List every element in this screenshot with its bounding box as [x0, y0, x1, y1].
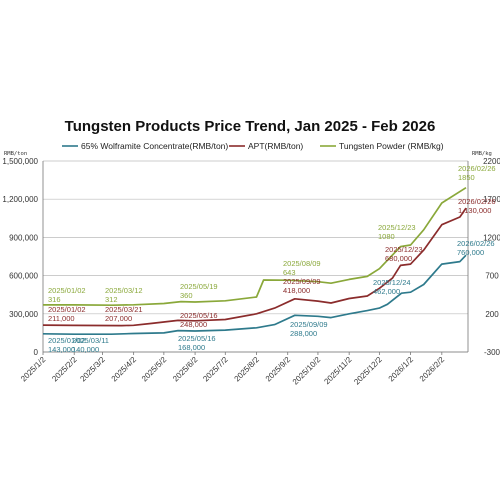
- x-tick-label: 2025/2/2: [50, 355, 79, 384]
- right-tick-label: -300: [484, 348, 500, 357]
- data-label: 207,000: [105, 314, 132, 323]
- data-label: 316: [48, 295, 61, 304]
- data-label: 2025/12/23: [378, 223, 416, 232]
- data-label: 680,000: [385, 254, 412, 263]
- left-tick-label: 1,200,000: [2, 195, 38, 204]
- data-label: 143,000: [48, 345, 75, 354]
- data-label: 2025/03/12: [105, 286, 143, 295]
- data-label: 2025/05/16: [180, 311, 218, 320]
- x-tick-label: 2025/3/2: [78, 355, 107, 384]
- right-tick-label: 700: [485, 272, 499, 281]
- x-tick-label: 2025/7/2: [201, 355, 230, 384]
- data-label: 2025/01/02: [48, 336, 86, 345]
- series-lines: [42, 186, 467, 336]
- x-tick-label: 2025/1/2: [19, 355, 48, 384]
- data-label: 140,000: [72, 345, 99, 354]
- x-tick-label: 2025/4/2: [110, 355, 139, 384]
- left-tick-label: 600,000: [9, 272, 38, 281]
- data-label: 360: [180, 291, 193, 300]
- data-label: 1,130,000: [458, 206, 491, 215]
- data-label: 2025/05/16: [178, 334, 216, 343]
- right-tick-label: 1200: [483, 233, 500, 242]
- left-tick-label: 1,500,000: [2, 157, 38, 166]
- data-label: 2025/05/19: [180, 282, 218, 291]
- data-label: 1080: [378, 232, 395, 241]
- legend-label-tungsten-powder: Tungsten Powder (RMB/kg): [339, 141, 444, 151]
- series-line-tungsten-powder: [43, 186, 467, 307]
- data-labels: 2025/01/02143,0002025/03/11140,0002025/0…: [48, 164, 496, 354]
- x-tick-label: 2025/8/2: [233, 355, 262, 384]
- data-label: 2025/08/09: [283, 259, 321, 268]
- data-label: 1850: [458, 173, 475, 182]
- series-line-apt: [42, 207, 467, 327]
- x-tick-label: 2025/12/2: [352, 355, 384, 387]
- left-tick-label: 0: [34, 348, 39, 357]
- data-label: 2025/12/23: [385, 245, 423, 254]
- right-axis-unit: RMB/kg: [472, 151, 492, 157]
- left-axis-unit: RMB/ton: [4, 151, 27, 157]
- x-tick-label: 2025/11/2: [322, 355, 353, 386]
- data-label: 168,000: [178, 343, 205, 352]
- data-label: 462,000: [373, 287, 400, 296]
- data-label: 418,000: [283, 286, 310, 295]
- x-tick-label: 2025/10/2: [291, 355, 323, 387]
- right-tick-label: 200: [485, 310, 499, 319]
- legend: 65% Wolframite Concentrate(RMB/ton) APT(…: [62, 141, 444, 151]
- left-tick-label: 300,000: [9, 310, 38, 319]
- x-tick-label: 2026/1/2: [387, 355, 416, 384]
- data-label: 312: [105, 295, 118, 304]
- data-label: 2026/02/26: [458, 164, 496, 173]
- data-label: 643: [283, 268, 296, 277]
- data-label: 2025/03/21: [105, 305, 143, 314]
- data-label: 2025/03/11: [72, 336, 109, 345]
- chart-title: Tungsten Products Price Trend, Jan 2025 …: [65, 118, 436, 135]
- x-tick-label: 2025/9/2: [264, 355, 293, 384]
- data-label: 2026/02/26: [458, 197, 496, 206]
- x-tick-label: 2025/5/2: [140, 355, 169, 384]
- data-label: 2025/01/02: [48, 286, 86, 295]
- data-label: 2025/09/09: [283, 277, 321, 286]
- data-label: 2026/02/26: [457, 239, 495, 248]
- data-label: 2025/01/02: [48, 305, 86, 314]
- data-label: 2025/09/09: [290, 320, 328, 329]
- x-tick-label: 2025/6/2: [171, 355, 200, 384]
- right-tick-label: 2200: [483, 157, 500, 166]
- right-tick-label: 1700: [483, 195, 500, 204]
- legend-label-apt: APT(RMB/ton): [248, 141, 303, 151]
- data-label: 288,000: [290, 329, 317, 338]
- data-label: 760,000: [457, 248, 484, 257]
- data-label: 248,000: [180, 320, 207, 329]
- legend-label-wolframite: 65% Wolframite Concentrate(RMB/ton): [81, 141, 228, 151]
- data-label: 2025/12/24: [373, 278, 411, 287]
- left-tick-label: 900,000: [9, 233, 38, 242]
- series-line-wolframite: [42, 254, 467, 336]
- data-label: 211,000: [48, 314, 75, 323]
- x-tick-label: 2026/2/2: [418, 355, 447, 384]
